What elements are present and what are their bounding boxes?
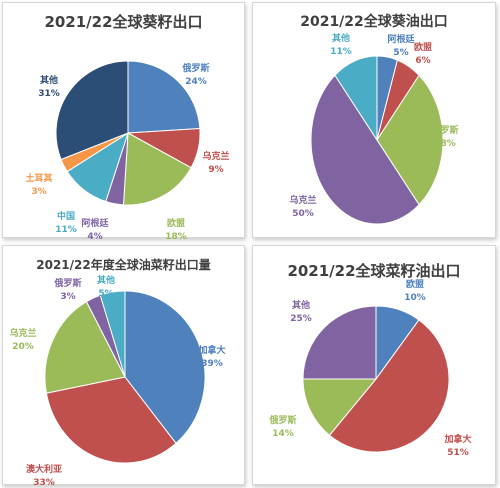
slice-label: 其他 11% [330, 32, 352, 57]
slice-value: 3% [60, 292, 75, 302]
slice-value: 51% [447, 448, 469, 458]
slice-value: 9% [208, 165, 223, 175]
pie-slice [376, 74, 444, 206]
slice-category: 乌克兰 [202, 150, 229, 162]
pie-svg: 俄罗斯 24% 乌克兰 9% 欧盟 18% 阿根廷 4% 中国 11% 土耳其 3% 其他 31% [25, 60, 230, 239]
chart-title: 2021/22全球葵籽出口 [44, 13, 203, 31]
slice-value: 18% [165, 232, 187, 239]
slice-category: 其他 [332, 32, 350, 44]
pie-slice [127, 60, 201, 134]
slice-label: 其他 31% [38, 74, 60, 99]
pie-slice [334, 55, 378, 142]
slice-category: 欧盟 [414, 41, 432, 53]
chart-title: 2021/22全球菜籽油出口 [287, 262, 461, 280]
slice-label: 乌克兰 50% [289, 194, 316, 219]
slice-label: 俄罗斯 24% [181, 62, 209, 87]
slice-value: 5% [98, 289, 113, 299]
slice-label: 中国 11% [55, 210, 77, 235]
slice-label: 澳大利亚 33% [26, 463, 62, 486]
slice-label: 俄罗斯 14% [268, 414, 296, 439]
slice-value: 10% [404, 293, 426, 303]
slice-label: 俄罗斯 28% [430, 124, 458, 149]
slice-category: 阿根廷 [81, 217, 109, 229]
slice-label: 欧盟 10% [404, 278, 426, 303]
slice-category: 土耳其 [25, 172, 52, 184]
slice-category: 其他 [292, 299, 310, 311]
slice-label: 乌克兰 9% [202, 150, 229, 175]
slice-label: 加拿大 51% [443, 433, 471, 458]
pie-chart-rapeseed-export: 2021/22年度全球油菜籽出口量 加拿大 39% 澳大利亚 33% 乌克兰 20% 俄罗斯… [2, 245, 245, 486]
slice-category: 加拿大 [197, 344, 225, 356]
chart-title: 2021/22全球葵油出口 [300, 14, 448, 30]
slice-value: 24% [185, 77, 207, 87]
slice-value: 5% [393, 48, 408, 58]
slice-category: 中国 [57, 210, 75, 222]
pie-slice [302, 378, 378, 436]
slice-value: 33% [33, 478, 55, 486]
slice-value: 28% [434, 139, 456, 149]
pie-slice [122, 132, 192, 206]
slice-value: 14% [272, 429, 294, 439]
pie-slice [124, 290, 206, 444]
slice-category: 俄罗斯 [181, 62, 209, 74]
pie-svg: 加拿大 39% 澳大利亚 33% 乌克兰 20% 俄罗斯 3% 其他 5% [9, 274, 225, 486]
slice-category: 俄罗斯 [268, 414, 296, 426]
slice-label: 其他 25% [290, 299, 312, 324]
slice-category: 阿根廷 [387, 33, 415, 45]
slice-value: 11% [55, 225, 77, 235]
slice-label: 阿根廷 5% [387, 33, 415, 58]
slice-category: 其他 [40, 74, 58, 86]
slice-value: 20% [12, 342, 34, 352]
pie-slice [328, 319, 450, 453]
slice-label: 欧盟 6% [414, 41, 432, 66]
pie-svg: 欧盟 10% 加拿大 51% 俄罗斯 14% 其他 25% [268, 278, 471, 458]
pie-slice [55, 60, 129, 161]
slice-category: 乌克兰 [289, 194, 316, 206]
slice-label: 欧盟 18% [165, 217, 187, 239]
slice-label: 俄罗斯 3% [53, 277, 81, 302]
pie-slice [44, 300, 126, 394]
slice-value: 50% [292, 209, 314, 219]
slice-value: 6% [415, 56, 430, 66]
slice-category: 欧盟 [406, 278, 424, 290]
pie-slice [310, 74, 420, 225]
slice-value: 4% [87, 232, 102, 239]
slice-category: 加拿大 [443, 433, 471, 445]
slice-label: 加拿大 39% [197, 344, 225, 369]
pie-slice [99, 290, 126, 378]
pie-slice [45, 376, 177, 464]
slice-category: 乌克兰 [9, 327, 36, 339]
pie-svg: 阿根廷 5% 欧盟 6% 俄罗斯 28% 乌克兰 50% 其他 11% [289, 32, 459, 225]
pie-chart-sunflower-seed-export: 2021/22全球葵籽出口 俄罗斯 24% 乌克兰 9% 欧盟 18% 阿根廷 4% 中国 11%… [2, 2, 245, 239]
pie-slice [302, 305, 377, 380]
slice-category: 俄罗斯 [53, 277, 81, 289]
slice-category: 俄罗斯 [430, 124, 458, 136]
slice-label: 乌克兰 20% [9, 327, 36, 352]
slice-category: 其他 [97, 274, 115, 286]
pie-chart-rapeseed-oil-export: 2021/22全球菜籽油出口 欧盟 10% 加拿大 51% 俄罗斯 14% 其他 25% [252, 245, 496, 485]
pie-chart-sunflower-oil-export: 2021/22全球葵油出口 阿根廷 5% 欧盟 6% 俄罗斯 28% 乌克兰 50% 其他 11% [252, 2, 496, 238]
slice-label: 阿根廷 4% [81, 217, 109, 239]
slice-category: 欧盟 [167, 217, 185, 229]
slice-label: 土耳其 3% [25, 172, 52, 197]
slice-value: 11% [330, 47, 352, 57]
slice-label: 其他 5% [97, 274, 115, 299]
slice-value: 39% [201, 359, 223, 369]
chart-title: 2021/22年度全球油菜籽出口量 [36, 258, 211, 272]
slice-category: 澳大利亚 [26, 463, 62, 475]
slice-value: 31% [38, 89, 60, 99]
slice-value: 25% [290, 314, 312, 324]
slice-value: 3% [31, 187, 46, 197]
